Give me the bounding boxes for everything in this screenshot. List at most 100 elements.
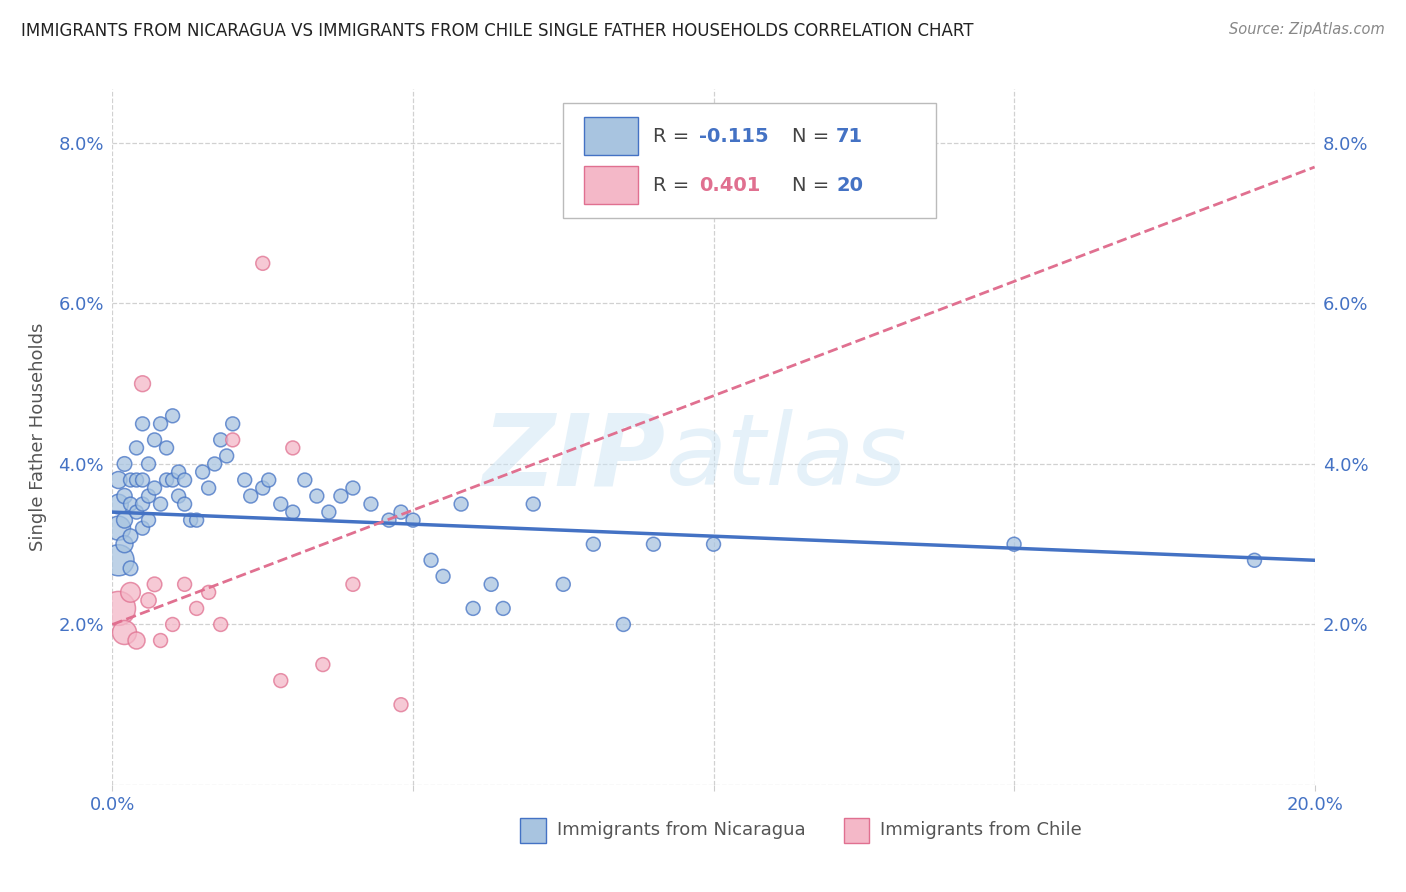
Text: ZIP: ZIP xyxy=(482,409,665,507)
Point xyxy=(342,481,364,495)
Text: atlas: atlas xyxy=(665,409,907,507)
Point xyxy=(155,473,177,487)
Point xyxy=(522,497,544,511)
Point xyxy=(389,505,412,519)
Point xyxy=(329,489,352,503)
Point xyxy=(149,497,172,511)
Point xyxy=(114,457,136,471)
Point xyxy=(318,505,340,519)
Point xyxy=(197,481,219,495)
Point xyxy=(120,473,142,487)
Text: Immigrants from Nicaragua: Immigrants from Nicaragua xyxy=(557,822,806,839)
Point xyxy=(186,601,208,615)
Point xyxy=(167,489,190,503)
Point xyxy=(107,473,129,487)
Point xyxy=(479,577,502,591)
Point xyxy=(257,473,280,487)
Point xyxy=(215,449,238,463)
Point xyxy=(131,376,153,391)
Point xyxy=(378,513,401,527)
Point xyxy=(114,537,136,551)
Text: Immigrants from Chile: Immigrants from Chile xyxy=(880,822,1081,839)
Text: Source: ZipAtlas.com: Source: ZipAtlas.com xyxy=(1229,22,1385,37)
Point xyxy=(155,441,177,455)
Point xyxy=(222,433,245,447)
Point xyxy=(582,537,605,551)
Point xyxy=(173,577,195,591)
Point xyxy=(270,673,292,688)
Point xyxy=(114,513,136,527)
Point xyxy=(107,497,129,511)
Point xyxy=(107,601,129,615)
Point xyxy=(180,513,202,527)
Point xyxy=(492,601,515,615)
Point xyxy=(120,561,142,575)
Text: R =: R = xyxy=(654,176,696,194)
Point xyxy=(131,473,153,487)
Point xyxy=(114,625,136,640)
Point xyxy=(125,505,148,519)
Point xyxy=(107,521,129,535)
Point xyxy=(209,433,232,447)
Point xyxy=(138,489,160,503)
Point xyxy=(143,481,166,495)
Point xyxy=(138,593,160,607)
Point xyxy=(1002,537,1025,551)
Text: 20: 20 xyxy=(837,176,863,194)
Point xyxy=(162,409,184,423)
Point xyxy=(120,529,142,543)
Point xyxy=(138,513,160,527)
Point xyxy=(167,465,190,479)
Point xyxy=(702,537,725,551)
FancyBboxPatch shape xyxy=(564,103,936,218)
Point xyxy=(222,417,245,431)
Point xyxy=(643,537,665,551)
Point xyxy=(120,585,142,599)
Point xyxy=(131,417,153,431)
Text: 0.401: 0.401 xyxy=(699,176,761,194)
Point xyxy=(342,577,364,591)
Point xyxy=(173,497,195,511)
Point xyxy=(281,441,304,455)
Point xyxy=(131,521,153,535)
Point xyxy=(233,473,256,487)
Text: 71: 71 xyxy=(837,127,863,146)
Point xyxy=(389,698,412,712)
Point xyxy=(173,473,195,487)
Y-axis label: Single Father Households: Single Father Households xyxy=(30,323,48,551)
Point xyxy=(143,577,166,591)
Point xyxy=(270,497,292,511)
Point xyxy=(239,489,262,503)
Text: R =: R = xyxy=(654,127,696,146)
Point xyxy=(432,569,454,583)
Point xyxy=(138,457,160,471)
Point xyxy=(294,473,316,487)
Point xyxy=(186,513,208,527)
Point xyxy=(204,457,226,471)
Point xyxy=(120,497,142,511)
Point xyxy=(114,489,136,503)
FancyBboxPatch shape xyxy=(583,117,638,155)
Point xyxy=(450,497,472,511)
Point xyxy=(143,433,166,447)
Text: N =: N = xyxy=(792,127,835,146)
Point xyxy=(252,256,274,270)
Point xyxy=(312,657,335,672)
Point xyxy=(162,473,184,487)
Point xyxy=(197,585,219,599)
Point xyxy=(149,417,172,431)
Text: IMMIGRANTS FROM NICARAGUA VS IMMIGRANTS FROM CHILE SINGLE FATHER HOUSEHOLDS CORR: IMMIGRANTS FROM NICARAGUA VS IMMIGRANTS … xyxy=(21,22,973,40)
Point xyxy=(1243,553,1265,567)
Point xyxy=(612,617,634,632)
Point xyxy=(281,505,304,519)
Point xyxy=(402,513,425,527)
FancyBboxPatch shape xyxy=(583,166,638,204)
Point xyxy=(125,473,148,487)
Point xyxy=(107,553,129,567)
Point xyxy=(461,601,484,615)
Point xyxy=(305,489,328,503)
Point xyxy=(209,617,232,632)
Point xyxy=(131,497,153,511)
Point xyxy=(125,633,148,648)
Point xyxy=(360,497,382,511)
